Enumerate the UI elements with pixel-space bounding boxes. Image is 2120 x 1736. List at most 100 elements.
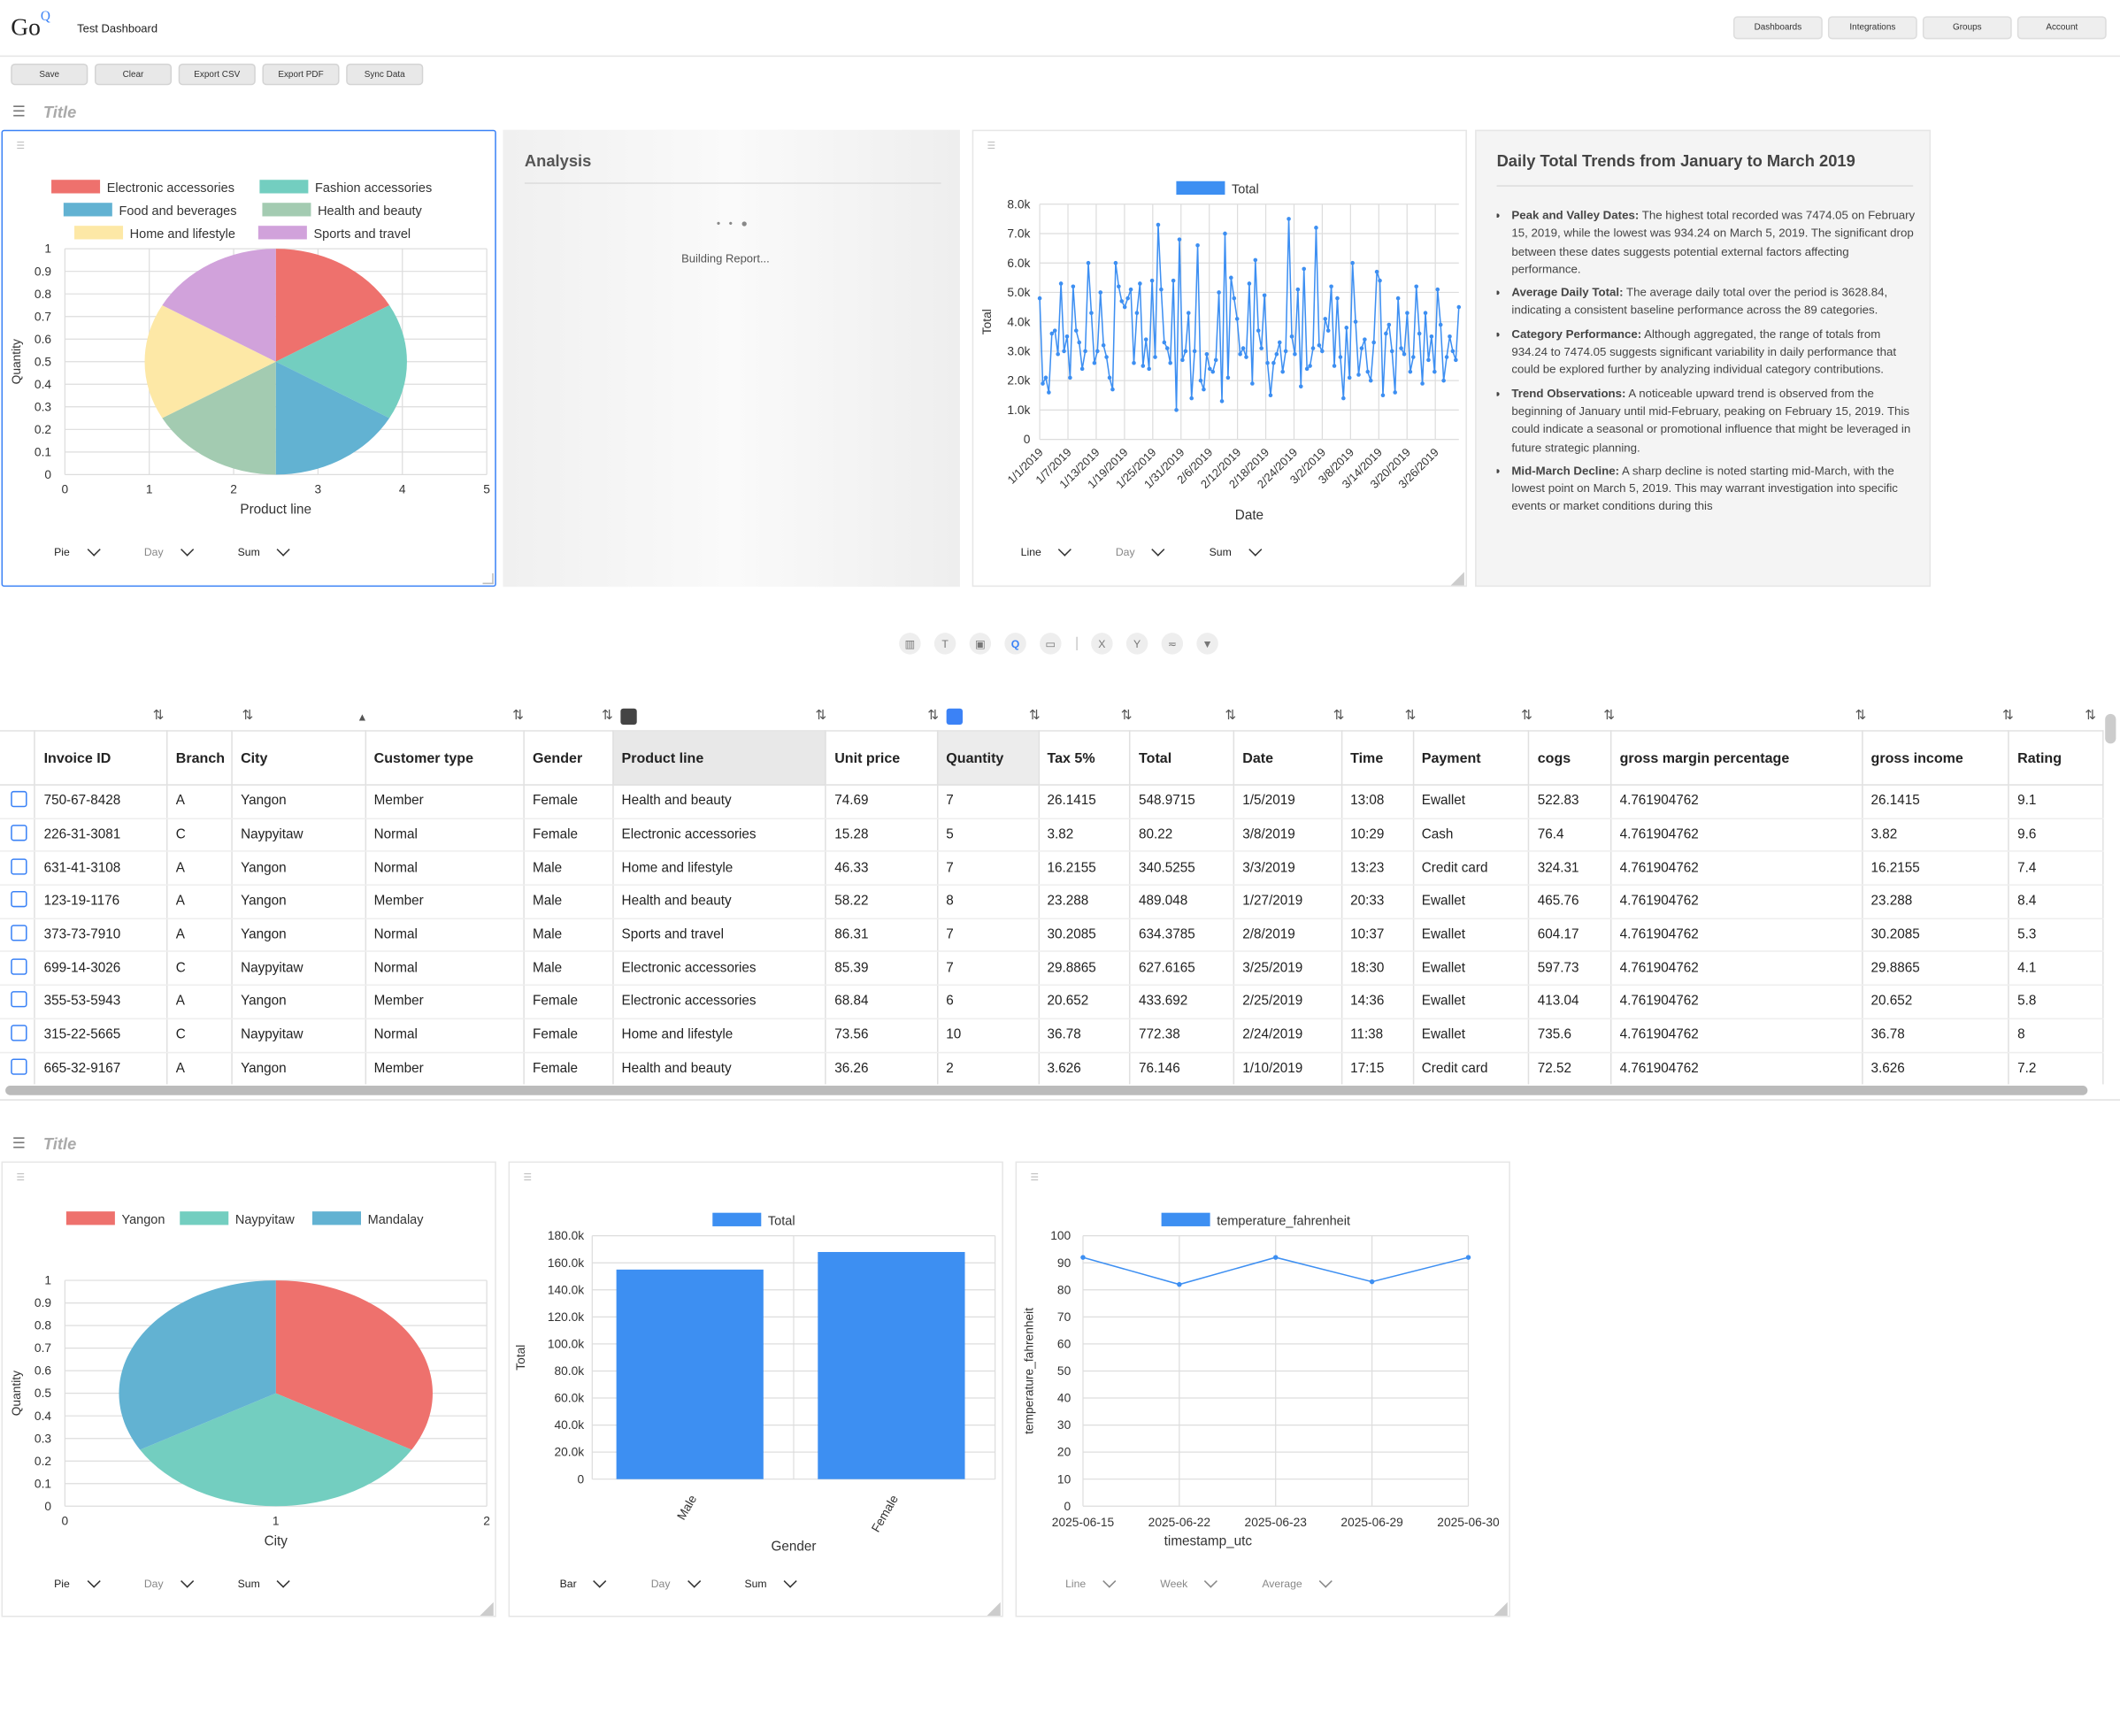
table-cell[interactable]: 16.2155	[1038, 851, 1131, 886]
table-cell[interactable]: 80.22	[1130, 818, 1235, 853]
table-cell[interactable]: Yangon	[232, 885, 366, 919]
export-pdf-button[interactable]: Export PDF	[262, 63, 340, 86]
table-cell[interactable]: 10:29	[1341, 818, 1414, 853]
table-cell[interactable]: 6	[937, 985, 1040, 1019]
table-cell[interactable]: 433.692	[1130, 985, 1235, 1019]
sort-icon[interactable]: ⇅	[815, 708, 827, 724]
table-cell[interactable]: 8	[2009, 1018, 2104, 1053]
aggregation-select[interactable]: Sum	[744, 1578, 767, 1590]
sort-icon[interactable]: ⇅	[927, 708, 940, 724]
table-cell[interactable]: 3.82	[1038, 818, 1131, 853]
table-cell[interactable]: 10:37	[1341, 918, 1414, 953]
column-header[interactable]: Time	[1341, 730, 1414, 786]
section-title[interactable]: Title	[42, 103, 77, 122]
chart-add-icon[interactable]: ▥	[899, 633, 921, 655]
video-icon[interactable]: ▭	[1040, 633, 1062, 655]
period-select[interactable]: Week	[1160, 1578, 1188, 1590]
table-cell[interactable]: 1/5/2019	[1233, 785, 1342, 819]
nav-account-button[interactable]: Account	[2016, 16, 2107, 40]
table-cell[interactable]: 4.761904762	[1610, 851, 1863, 886]
row-checkbox[interactable]	[11, 857, 27, 875]
table-cell[interactable]: 26.1415	[1038, 785, 1131, 819]
temperature-chart-panel[interactable]	[1015, 1161, 1510, 1617]
table-cell[interactable]: Electronic accessories	[612, 951, 827, 987]
table-row[interactable]: 226-31-3081 C Naypyitaw Normal Female Electro…	[0, 818, 2104, 853]
table-cell[interactable]: Normal	[365, 818, 525, 853]
table-cell[interactable]: 772.38	[1130, 1018, 1235, 1053]
column-header[interactable]: gross income	[1862, 730, 2009, 786]
table-cell[interactable]: Health and beauty	[612, 785, 827, 819]
table-cell[interactable]: 3.626	[1038, 1051, 1131, 1085]
sort-ascending-icon[interactable]: ▲	[357, 711, 368, 724]
chart-type-select[interactable]: Bar	[559, 1578, 577, 1590]
table-cell[interactable]: 4.761904762	[1610, 785, 1863, 819]
table-cell[interactable]: Female	[524, 818, 614, 853]
sort-icon[interactable]: ⇅	[1521, 708, 1532, 724]
table-cell[interactable]: 627.6165	[1130, 951, 1235, 987]
row-checkbox[interactable]	[11, 891, 27, 908]
table-cell[interactable]: Male	[524, 851, 614, 886]
table-cell[interactable]: 3/3/2019	[1233, 851, 1342, 886]
section-menu-icon[interactable]: ☰	[12, 104, 26, 120]
table-cell[interactable]: Female	[524, 1051, 614, 1085]
nav-integrations-button[interactable]: Integrations	[1827, 16, 1917, 40]
table-cell[interactable]: 324.31	[1528, 851, 1612, 886]
table-cell[interactable]: A	[166, 851, 233, 886]
table-cell[interactable]: Credit card	[1412, 851, 1530, 886]
table-row[interactable]: 750-67-8428 A Yangon Member Female Health and…	[0, 785, 2104, 819]
chart-type-select[interactable]: Line	[1065, 1578, 1087, 1590]
table-cell[interactable]: 355-53-5943	[35, 985, 168, 1019]
table-row[interactable]: 631-41-3108 A Yangon Normal Male Home and lif…	[0, 851, 2104, 886]
table-cell[interactable]: 15.28	[826, 818, 939, 853]
table-cell[interactable]: Yangon	[232, 785, 366, 819]
table-cell[interactable]: 7	[937, 851, 1040, 886]
vertical-scrollbar[interactable]	[2105, 713, 2116, 744]
sort-icon[interactable]: ⇅	[1603, 708, 1616, 724]
table-cell[interactable]: Yangon	[232, 918, 366, 953]
column-header[interactable]: Payment	[1412, 730, 1530, 786]
table-cell[interactable]: 2/8/2019	[1233, 918, 1342, 953]
table-cell[interactable]: Health and beauty	[612, 885, 827, 919]
table-cell[interactable]: 20:33	[1341, 885, 1414, 919]
table-cell[interactable]: 7	[937, 951, 1040, 987]
resize-handle[interactable]	[480, 1602, 494, 1617]
resize-handle[interactable]	[482, 572, 494, 585]
table-cell[interactable]: 1/10/2019	[1233, 1051, 1342, 1085]
table-cell[interactable]: 315-22-5665	[35, 1018, 168, 1053]
table-cell[interactable]: Normal	[365, 918, 525, 953]
table-cell[interactable]: 5	[937, 818, 1040, 853]
table-cell[interactable]: Female	[524, 1018, 614, 1053]
table-cell[interactable]: 9.1	[2009, 785, 2104, 819]
table-cell[interactable]: 73.56	[826, 1018, 939, 1053]
table-cell[interactable]: Member	[365, 985, 525, 1019]
table-cell[interactable]: 18:30	[1341, 951, 1414, 987]
table-cell[interactable]: A	[166, 918, 233, 953]
column-header[interactable]: Customer type	[365, 730, 525, 786]
table-cell[interactable]: C	[166, 1018, 233, 1053]
table-cell[interactable]: A	[166, 885, 233, 919]
table-cell[interactable]: Yangon	[232, 851, 366, 886]
sort-icon[interactable]: ⇅	[152, 708, 165, 724]
table-cell[interactable]: 1/27/2019	[1233, 885, 1342, 919]
table-cell[interactable]: Naypyitaw	[232, 1018, 366, 1053]
table-cell[interactable]: 7.4	[2009, 851, 2104, 886]
table-cell[interactable]: 3.626	[1862, 1051, 2009, 1085]
table-cell[interactable]: 11:38	[1341, 1018, 1414, 1053]
table-cell[interactable]: Electronic accessories	[612, 985, 827, 1019]
sort-icon[interactable]: ⇅	[1225, 708, 1237, 724]
table-cell[interactable]: Member	[365, 785, 525, 819]
table-cell[interactable]: 36.78	[1862, 1018, 2009, 1053]
table-cell[interactable]: Sports and travel	[612, 918, 827, 953]
aggregation-select[interactable]: Sum	[237, 1578, 260, 1590]
table-cell[interactable]: 29.8865	[1862, 951, 2009, 987]
table-cell[interactable]: 5.8	[2009, 985, 2104, 1019]
table-cell[interactable]: 26.1415	[1862, 785, 2009, 819]
table-cell[interactable]: Female	[524, 785, 614, 819]
table-cell[interactable]: Ewallet	[1412, 985, 1530, 1019]
table-cell[interactable]: Ewallet	[1412, 885, 1530, 919]
table-cell[interactable]: 58.22	[826, 885, 939, 919]
aggregation-select[interactable]: Average	[1262, 1578, 1302, 1590]
color-swatch[interactable]	[946, 708, 963, 726]
column-header[interactable]: Gender	[524, 730, 614, 786]
table-cell[interactable]: 465.76	[1528, 885, 1612, 919]
